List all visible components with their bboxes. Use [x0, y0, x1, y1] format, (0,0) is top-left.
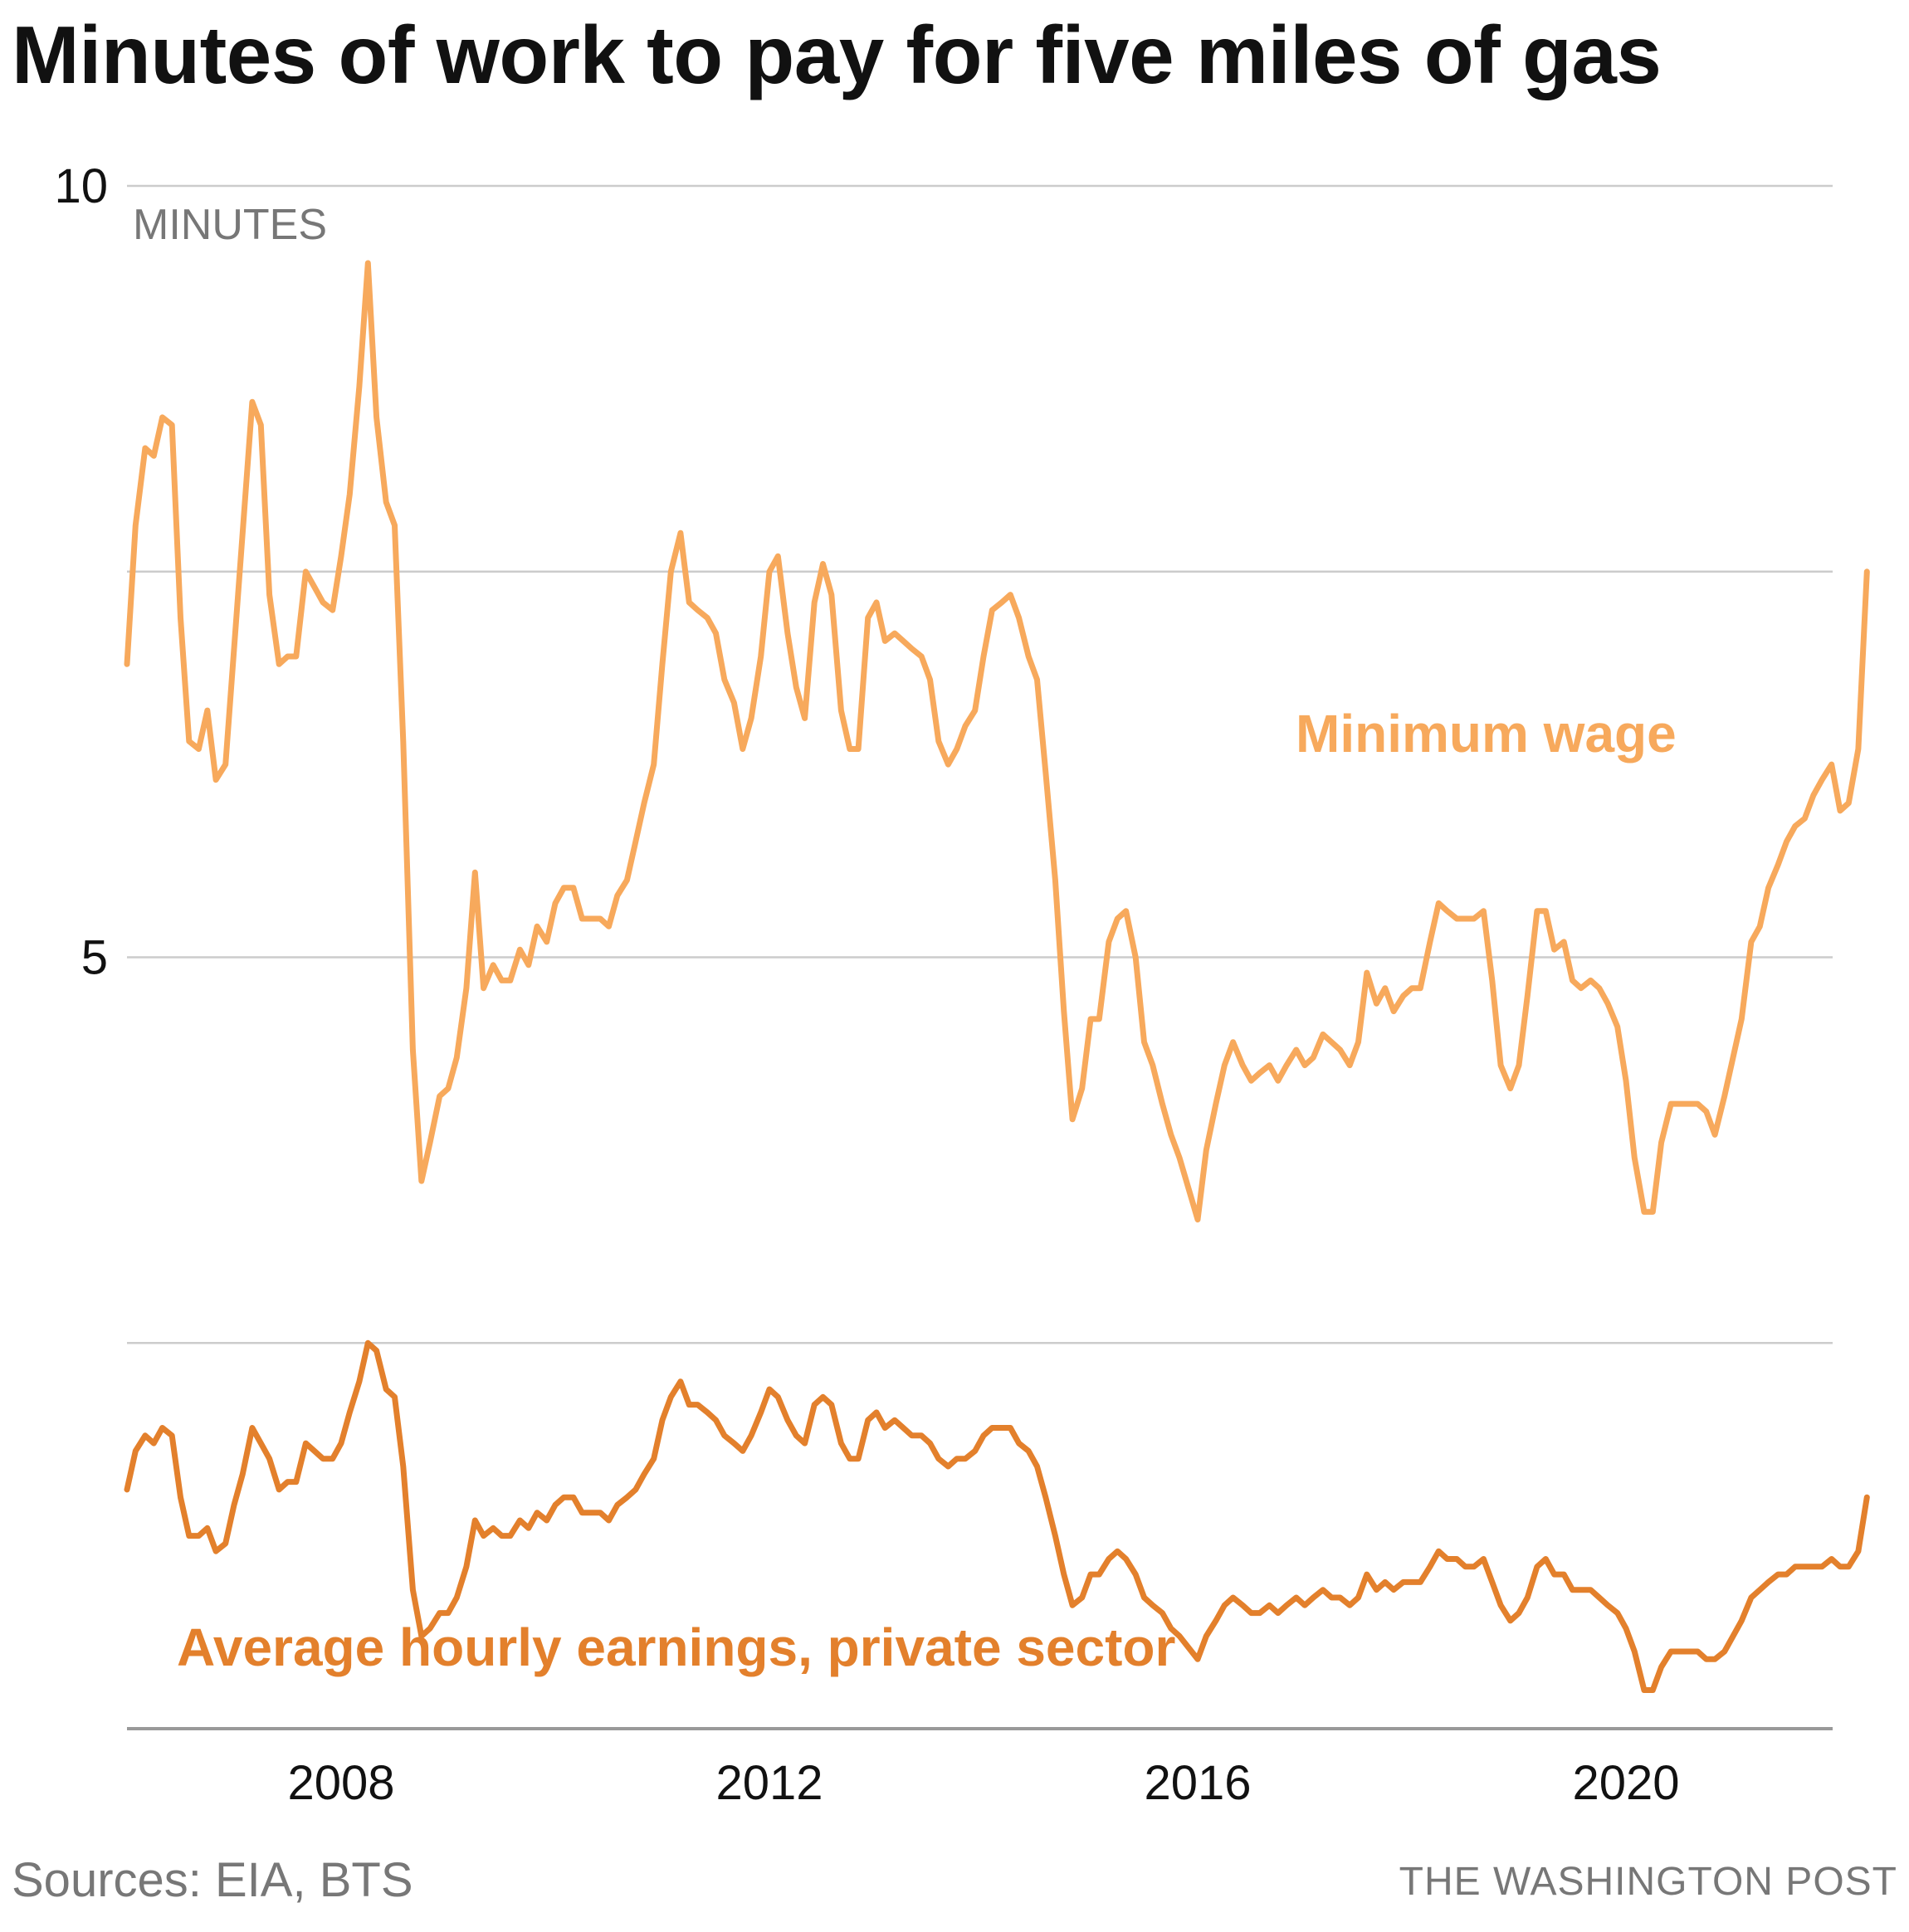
y-tick-label: 10 — [54, 159, 108, 213]
series-lines — [124, 260, 1870, 1693]
source-note: Sources: EIA, BTS — [12, 1853, 413, 1907]
y-tick-label: 5 — [81, 931, 108, 985]
x-tick-label: 2012 — [715, 1756, 823, 1810]
series-line-average-earnings — [124, 1339, 1870, 1693]
y-axis-ticks: 10 5 — [54, 159, 108, 985]
series-line-minimum-wage — [124, 260, 1870, 1222]
x-tick-label: 2020 — [1572, 1756, 1679, 1810]
x-axis-ticks: 2008 2012 2016 2020 — [287, 1756, 1679, 1810]
series-label-minimum-wage: Minimum wage — [1296, 704, 1677, 764]
chart-title: Minutes of work to pay for five miles of… — [12, 9, 1662, 100]
x-tick-label: 2008 — [287, 1756, 394, 1810]
series-label-average-earnings: Average hourly earnings, private sector — [177, 1617, 1175, 1677]
publisher-credit: THE WASHINGTON POST — [1399, 1860, 1897, 1904]
y-axis-unit-label: MINUTES — [133, 201, 327, 249]
gridlines — [127, 184, 1833, 1730]
x-tick-label: 2016 — [1144, 1756, 1251, 1810]
